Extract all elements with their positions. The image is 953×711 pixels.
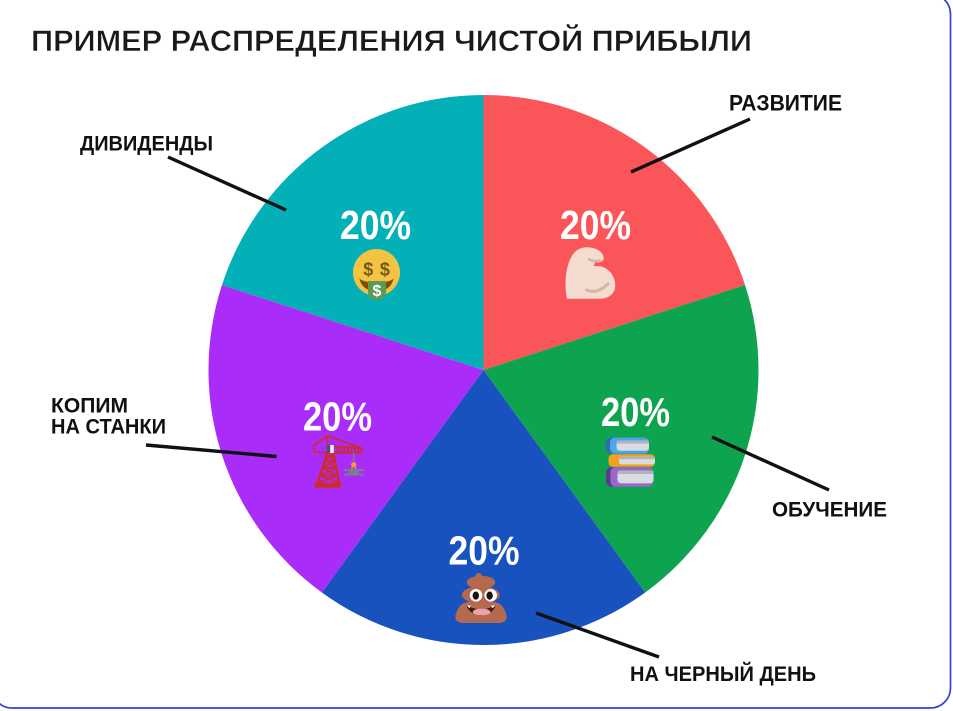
svg-text:20%: 20% (560, 202, 631, 248)
svg-text:20%: 20% (449, 528, 520, 574)
svg-text:20%: 20% (601, 389, 670, 435)
svg-text:$: $ (380, 259, 390, 279)
svg-text:ОБУЧЕНИЕ: ОБУЧЕНИЕ (772, 499, 887, 522)
svg-text:РАЗВИТИЕ: РАЗВИТИЕ (729, 91, 842, 116)
svg-text:ДИВИДЕНДЫ: ДИВИДЕНДЫ (80, 133, 213, 156)
svg-text:КОПИМ: КОПИМ (51, 395, 128, 418)
svg-text:НА СТАНКИ: НА СТАНКИ (51, 416, 166, 439)
svg-text:НА ЧЕРНЫЙ ДЕНЬ: НА ЧЕРНЫЙ ДЕНЬ (630, 662, 816, 686)
svg-text:$: $ (373, 283, 382, 300)
svg-text:ПРИМЕР РАСПРЕДЕЛЕНИЯ ЧИСТОЙ ПР: ПРИМЕР РАСПРЕДЕЛЕНИЯ ЧИСТОЙ ПРИБЫЛИ (31, 24, 752, 58)
svg-text:20%: 20% (303, 394, 372, 440)
svg-text:20%: 20% (340, 202, 411, 248)
svg-text:$: $ (363, 259, 373, 279)
